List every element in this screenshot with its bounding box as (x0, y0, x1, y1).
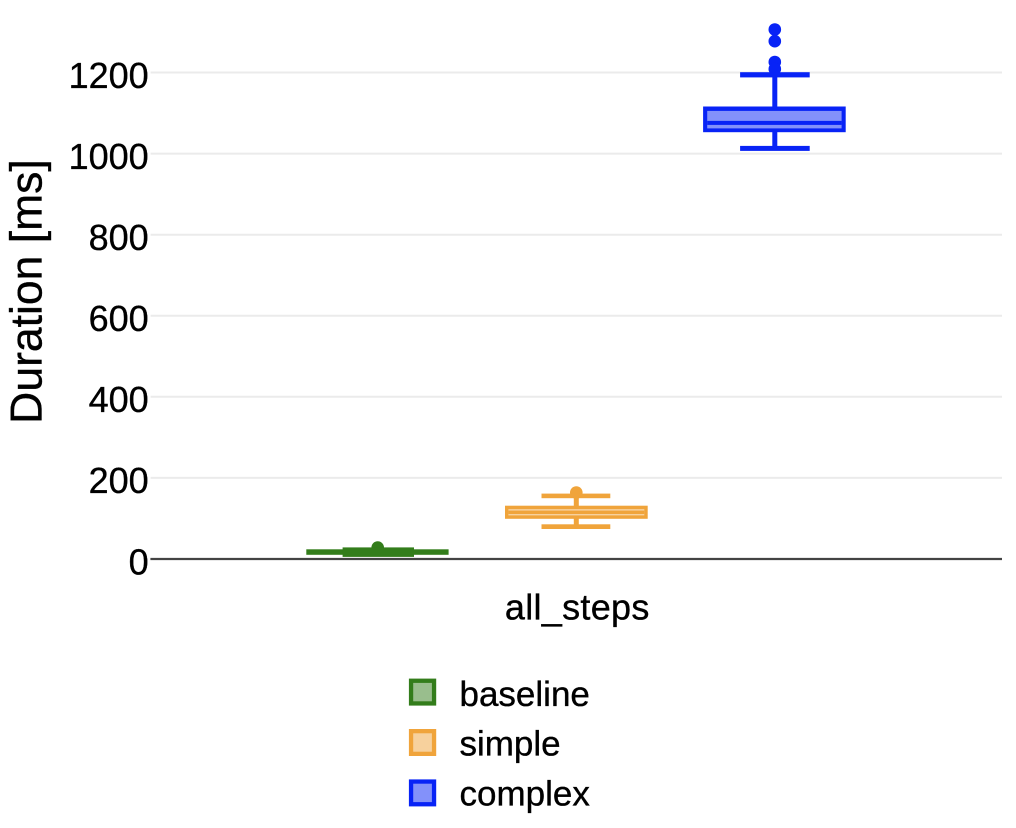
svg-text:0: 0 (129, 541, 149, 582)
svg-text:200: 200 (89, 460, 149, 501)
svg-text:1000: 1000 (69, 136, 149, 177)
svg-text:simple: simple (460, 725, 561, 764)
svg-text:1200: 1200 (69, 55, 149, 96)
svg-text:baseline: baseline (460, 675, 590, 714)
svg-text:complex: complex (460, 775, 591, 814)
svg-text:all_steps: all_steps (505, 587, 650, 628)
svg-text:600: 600 (89, 298, 149, 339)
svg-text:800: 800 (89, 217, 149, 258)
svg-text:Duration [ms]: Duration [ms] (3, 159, 52, 424)
svg-text:400: 400 (89, 379, 149, 420)
